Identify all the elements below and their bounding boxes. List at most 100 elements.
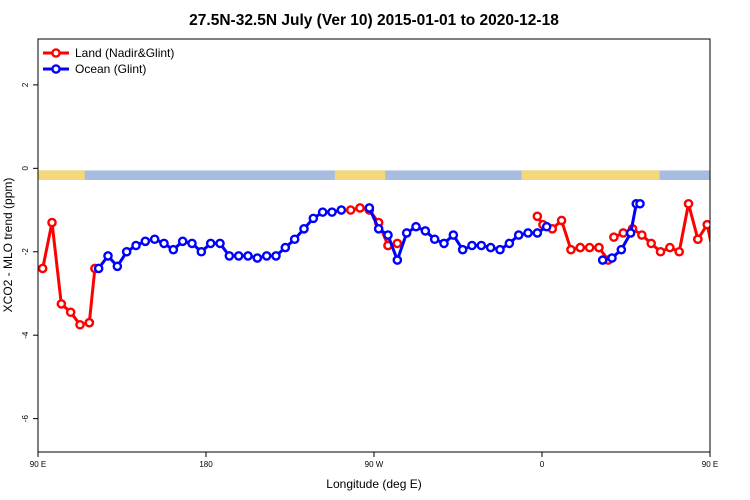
data-point [625,228,636,238]
data-point [205,238,216,249]
data-point [299,224,309,234]
data-point [616,244,627,255]
data-point [38,263,48,274]
data-point [383,230,393,240]
data-point [674,246,685,257]
series-line [696,223,710,246]
data-point [439,238,449,249]
data-point [485,242,496,253]
data-point [224,251,235,261]
data-point [476,240,487,251]
data-point [149,234,160,245]
data-point [336,205,347,215]
land-band-1 [334,170,386,181]
data-point [541,221,552,232]
series-line [41,221,90,327]
data-point [289,234,300,245]
data-point [56,299,67,309]
data-point [252,253,263,263]
data-point [75,319,85,330]
legend: Land (Nadir&Glint) Ocean (Glint) [43,46,174,76]
data-point [93,263,104,274]
data-point [112,261,123,272]
data-point [665,242,675,253]
data-point [261,251,272,261]
data-point [47,217,57,228]
data-point [523,228,533,238]
data-point [401,228,412,238]
data-point [594,242,604,253]
data-point [702,219,710,230]
data-point [196,246,207,257]
legend-label: Land (Nadir&Glint) [75,46,174,60]
data-point [637,230,647,240]
x-axis: 90 E 180 90 W 0 90 E [30,452,718,469]
data-point [243,251,253,261]
x-tick-label: 180 [199,460,213,469]
data-point [607,253,617,263]
x-tick-label: 0 [540,460,545,469]
data-point [364,203,375,213]
data-point [532,228,543,238]
chart-title: 27.5N-32.5N July (Ver 10) 2015-01-01 to … [189,12,559,29]
data-point [215,238,225,249]
data-point [131,240,141,251]
series-layer [38,198,748,330]
data-point [159,238,169,249]
data-point [327,207,337,217]
data-point [84,317,95,328]
data-point [308,213,319,224]
y-tick-label: -4 [21,331,30,339]
x-tick-label: 90 E [30,460,46,469]
data-point [584,242,595,253]
data-point [683,198,694,209]
data-point [177,236,188,247]
data-point [392,255,403,265]
data-point [597,255,608,265]
data-point [121,246,132,257]
data-point [271,251,281,261]
data-point [504,238,515,249]
data-point [103,251,113,261]
y-tick-label: -2 [21,248,30,256]
data-point [609,232,619,242]
data-point [355,203,365,213]
series-line [613,202,700,254]
series-0 [38,198,748,330]
data-point [655,246,666,257]
data-point [646,238,657,249]
data-point [556,215,567,226]
y-tick-label: 0 [21,166,30,171]
data-point [448,230,459,240]
y-axis: 2 0 -2 -4 -6 [21,82,38,422]
series-1 [93,198,645,274]
y-tick-label: -6 [21,415,30,423]
data-point [280,242,291,253]
land-band-2 [521,170,660,181]
y-axis-label: XCO2 - MLO trend (ppm) [1,178,15,313]
data-point [140,236,151,247]
x-axis-label: Longitude (deg E) [326,477,421,491]
data-point [187,238,197,249]
data-point [65,307,76,318]
data-point [532,211,543,222]
data-point [513,230,524,240]
data-point [495,244,505,255]
data-point [693,234,703,245]
data-point [168,244,179,255]
legend-marker [51,64,61,74]
data-point [741,309,748,316]
data-point [233,251,244,261]
data-point [467,240,477,251]
data-point [618,228,629,238]
data-point [317,207,328,217]
landmask-band [38,170,710,181]
data-point [713,265,720,272]
x-tick-label: 90 W [365,460,384,469]
data-point [457,244,468,255]
data-point [345,205,356,215]
data-point [420,226,431,236]
data-point [722,219,729,226]
data-point [732,300,739,307]
